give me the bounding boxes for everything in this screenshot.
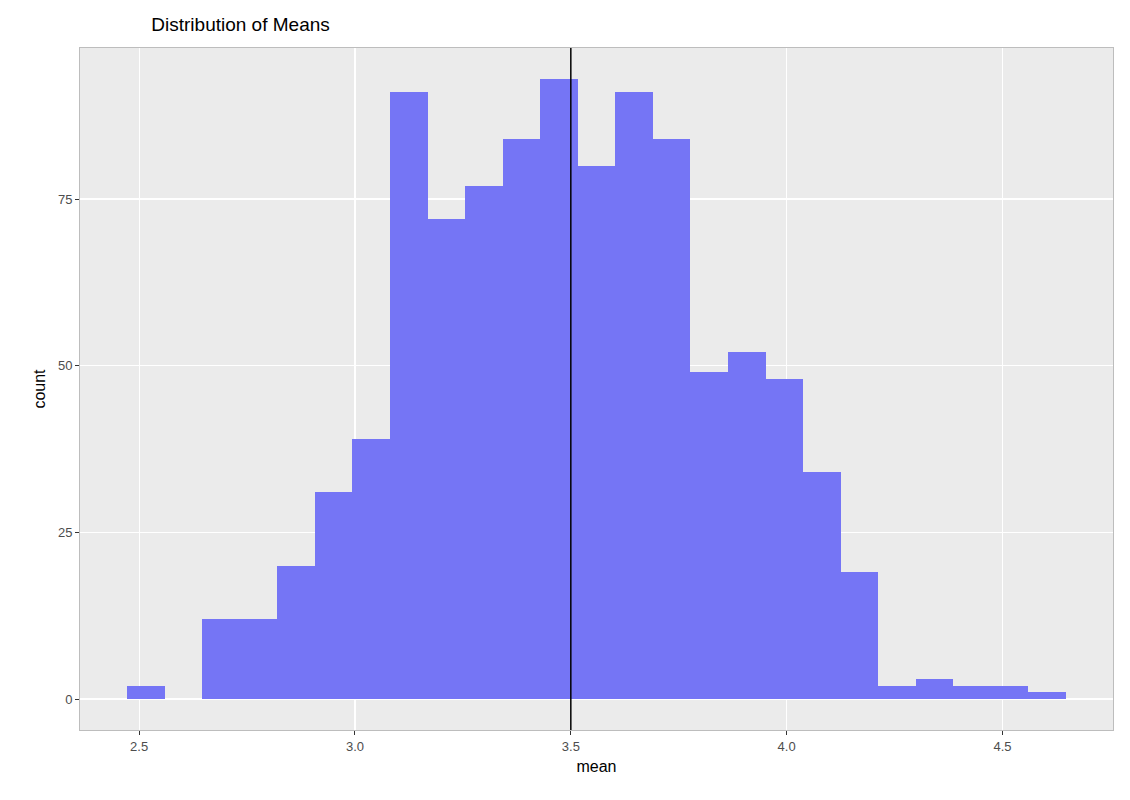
svg-text:count: count bbox=[31, 369, 48, 409]
svg-text:4.0: 4.0 bbox=[778, 739, 796, 754]
svg-text:Distribution of Means: Distribution of Means bbox=[151, 14, 329, 35]
svg-text:75: 75 bbox=[58, 192, 72, 207]
svg-text:25: 25 bbox=[58, 525, 72, 540]
svg-text:4.5: 4.5 bbox=[993, 739, 1011, 754]
svg-text:mean: mean bbox=[576, 758, 616, 775]
svg-text:3.0: 3.0 bbox=[346, 739, 364, 754]
svg-text:0: 0 bbox=[65, 692, 72, 707]
svg-text:50: 50 bbox=[58, 358, 72, 373]
svg-text:2.5: 2.5 bbox=[130, 739, 148, 754]
svg-text:3.5: 3.5 bbox=[562, 739, 580, 754]
